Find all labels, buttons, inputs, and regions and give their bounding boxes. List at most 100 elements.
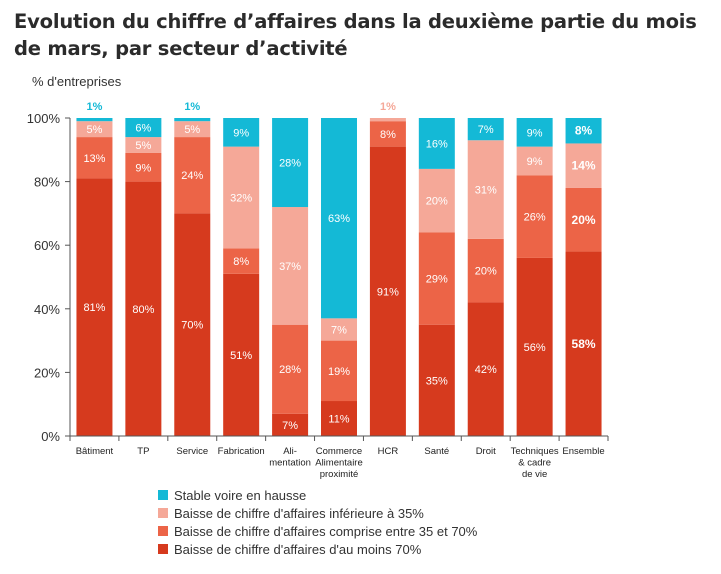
data-label: 1% [87,101,103,113]
x-tick-label: Service [176,446,208,457]
data-label: 1% [184,101,200,113]
data-label: 16% [426,138,448,150]
bar-segment [467,118,504,141]
bar-segment [223,273,260,436]
x-tick-label: Commerce Alimentaire proximité [315,446,363,480]
data-label: 91% [377,286,399,298]
data-label: 81% [83,302,105,314]
legend: Stable voire en hausse Baisse de chiffre … [158,486,477,558]
bar-segment [76,137,113,179]
bar-segment [125,118,162,138]
bar-segment [321,340,357,402]
bar-segment [125,152,162,182]
data-label: 9% [527,156,543,168]
bar-segment [516,257,553,436]
x-tick-label: Techniques & cadre de vie [511,446,559,480]
bar-segment [174,213,211,436]
data-label: 28% [279,158,301,170]
data-label: 20% [426,196,448,208]
bar-segment [272,118,309,208]
bar-segment [223,248,260,274]
y-tick-label: 80% [34,175,60,190]
data-label: 9% [527,127,543,139]
data-label: 24% [181,170,203,182]
legend-item: Baisse de chiffre d'affaires comprise en… [158,522,477,540]
bar-segment [418,118,455,169]
legend-label: Baisse de chiffre d'affaires d'au moins … [174,541,422,557]
x-tick-label: Droit [476,446,496,457]
data-label: 7% [282,420,298,432]
data-label: 13% [83,153,105,165]
data-label: 8% [575,124,593,138]
bar-segment [76,118,113,122]
data-label: 28% [279,364,301,376]
bar-segment [321,318,357,341]
bar-segment [516,146,553,176]
x-tick-label: Bâtiment [76,446,114,457]
y-tick-label: 20% [34,365,60,380]
data-label: 31% [475,185,497,197]
y-tick-label: 40% [34,302,60,317]
legend-label: Baisse de chiffre d'affaires inférieure … [174,505,424,521]
data-label: 58% [572,337,596,351]
bar-segment [369,118,406,122]
data-label: 19% [328,366,350,378]
data-label: 56% [524,342,546,354]
bar-segment [565,118,602,144]
legend-swatch [158,526,168,536]
data-label: 7% [478,124,494,136]
chart-title: Evolution du chiffre d’affaires dans la … [14,10,697,60]
data-label: 42% [475,364,497,376]
axes-layer: Bâtiment TP Service Fabrication Ali-mentatio… [27,111,609,480]
bar-segment [125,181,162,436]
data-label: 14% [572,159,596,173]
y-axis-label: % d'entreprises [32,74,122,89]
legend-item: Baisse de chiffre d'affaires d'au moins … [158,540,477,558]
bar-segment [516,118,553,147]
bar-segment [467,238,504,303]
legend-swatch [158,544,168,554]
x-tick-label: TP [137,446,149,457]
y-tick-label: 60% [34,238,60,253]
x-tick-label: Santé [424,446,449,457]
bar-segment [467,140,504,239]
data-label: 6% [135,123,151,135]
data-label: 26% [524,212,546,224]
bar-segment [174,121,211,138]
bar-segment [125,137,162,153]
bars-layer [76,118,602,437]
data-label: 70% [181,320,203,332]
x-tick-label: Ensemble [562,446,604,457]
bar-segment [174,118,211,122]
data-label: 80% [132,304,154,316]
data-label: 1% [380,101,396,113]
legend-item: Baisse de chiffre d'affaires inférieure … [158,504,477,522]
y-tick-label: 100% [27,111,61,126]
bar-segment [369,146,406,436]
data-label: 8% [233,256,249,268]
data-label: 37% [279,261,301,273]
x-tick-label: HCR [378,446,399,457]
legend-swatch [158,490,168,500]
data-label: 9% [135,162,151,174]
bar-segment [369,121,406,147]
data-labels-layer: 81% 13% 5% 1% 80% 9% 5% 6% 70% 24% 5% 1% 51% 8% 32% 9% 7… [83,101,595,432]
bar-segment [516,175,553,258]
bar-segment [418,168,455,233]
legend-label: Baisse de chiffre d'affaires comprise en… [174,523,478,539]
bar-segment [76,121,113,138]
data-label: 5% [87,124,103,136]
legend-label: Stable voire en hausse [174,487,307,503]
y-tick-label: 0% [41,429,60,444]
data-label: 63% [328,213,350,225]
data-label: 7% [331,324,347,336]
data-label: 20% [475,266,497,278]
x-tick-label: Ali-mentation [269,446,311,469]
bar-segment [174,137,211,214]
bar-segment [418,232,455,325]
data-label: 29% [426,274,448,286]
data-label: 8% [380,129,396,141]
legend-swatch [158,508,168,518]
data-label: 32% [230,193,252,205]
bar-segment [321,118,357,319]
